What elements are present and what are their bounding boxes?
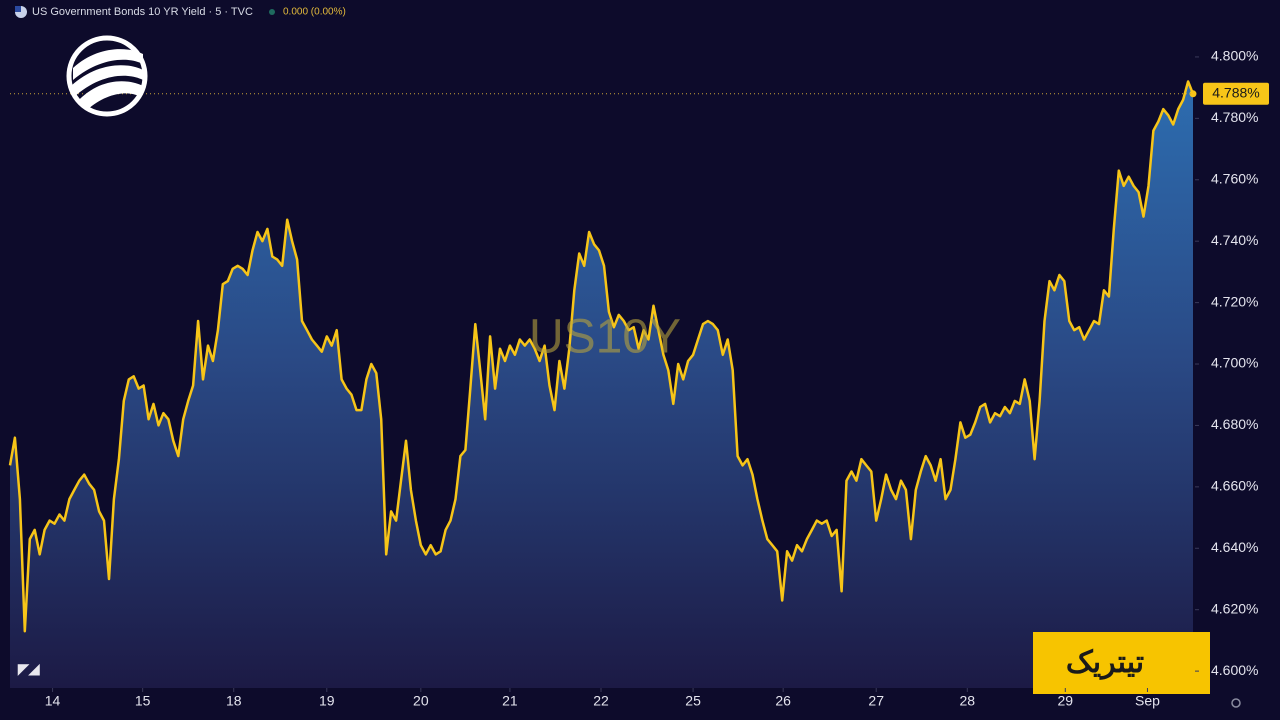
plot-area — [8, 80, 1197, 688]
price-line — [8, 80, 1195, 633]
last-value-badge — [1203, 82, 1269, 105]
x-tick-label: 25 — [685, 693, 701, 709]
area-fill — [10, 81, 1193, 688]
x-tick-label: 26 — [775, 693, 791, 709]
y-tick-label: 4.780% — [1211, 109, 1258, 125]
logo — [66, 35, 148, 117]
y-tick-label: 4.700% — [1211, 355, 1258, 371]
symbol-title: US Government Bonds 10 YR Yield · 5 · TV… — [32, 6, 253, 18]
x-tick-label: Sep — [1135, 693, 1160, 709]
y-tick-label: 4.680% — [1211, 416, 1258, 432]
y-tick-label: 4.660% — [1211, 478, 1258, 494]
y-tick-label: 4.760% — [1211, 170, 1258, 186]
tv-logo: ◤◢ — [17, 661, 40, 677]
watermark: US10Y — [529, 311, 681, 364]
brand-text: تیتریک — [1066, 646, 1144, 680]
last-value-label: 4.788% — [1212, 84, 1259, 100]
status-dot — [269, 9, 275, 15]
x-tick-label: 27 — [868, 693, 884, 709]
x-tick-label: 19 — [319, 693, 335, 709]
x-tick-label: 29 — [1058, 693, 1074, 709]
x-tick-label: 20 — [413, 693, 429, 709]
y-tick-label: 4.800% — [1211, 48, 1258, 64]
x-tick-label: 15 — [135, 693, 151, 709]
x-tick-label: 14 — [45, 693, 61, 709]
brand-box — [1033, 632, 1210, 694]
settings-icon[interactable] — [1231, 698, 1241, 708]
y-tick-label: 4.740% — [1211, 232, 1258, 248]
y-tick-label: 4.720% — [1211, 293, 1258, 309]
y-tick-label: 4.640% — [1211, 539, 1258, 555]
x-tick-label: 22 — [593, 693, 609, 709]
flag-icon-canton — [15, 6, 21, 12]
x-tick-label: 28 — [960, 693, 976, 709]
change-text: 0.000 (0.00%) — [283, 7, 346, 18]
last-point — [1189, 90, 1197, 98]
y-tick-label: 4.620% — [1211, 600, 1258, 616]
x-tick-label: 18 — [226, 693, 242, 709]
x-tick-label: 21 — [502, 693, 518, 709]
y-tick-label: 4.600% — [1211, 662, 1258, 678]
